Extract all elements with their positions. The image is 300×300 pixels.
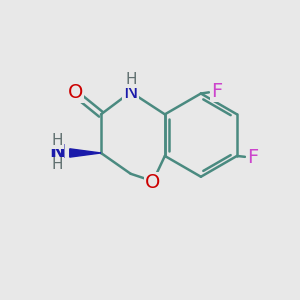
Text: H: H <box>52 133 63 148</box>
Polygon shape <box>70 149 101 157</box>
Text: H: H <box>125 72 137 87</box>
Text: F: F <box>247 148 258 167</box>
Text: N: N <box>49 143 65 162</box>
Text: O: O <box>145 173 161 192</box>
Text: H: H <box>52 158 63 172</box>
Text: F: F <box>211 82 222 101</box>
Text: N: N <box>123 82 138 101</box>
Text: O: O <box>68 83 83 102</box>
